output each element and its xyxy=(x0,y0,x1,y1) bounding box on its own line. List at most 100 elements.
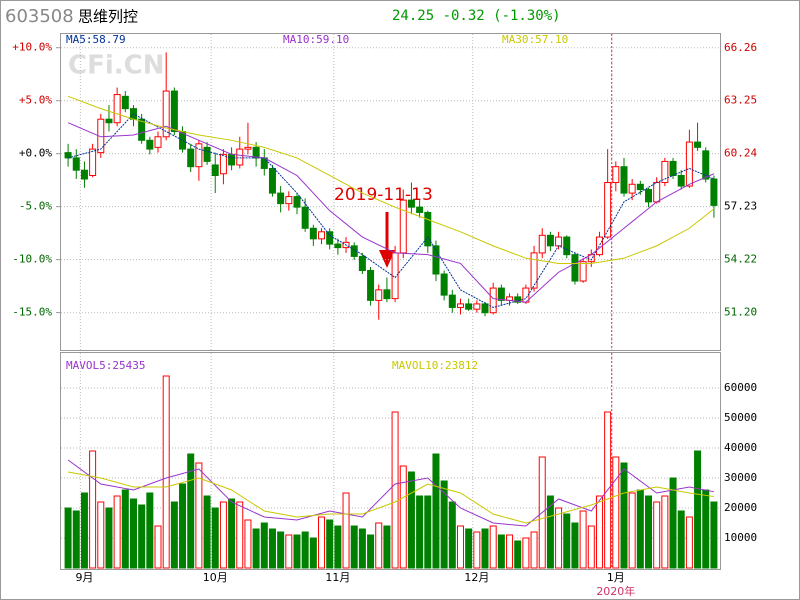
volume-bar xyxy=(268,528,276,569)
volume-bar xyxy=(170,501,178,569)
volume-bar xyxy=(162,375,170,569)
volume-bar xyxy=(358,528,366,569)
volume-bar xyxy=(702,489,710,569)
volume-bar xyxy=(612,456,620,569)
volume-bar xyxy=(473,531,481,569)
candle-body xyxy=(89,148,97,176)
x-tick-label: 9月 xyxy=(75,571,93,584)
candle-body xyxy=(334,243,342,249)
y-tick-label: 50000 xyxy=(724,411,757,424)
volume-bar xyxy=(620,462,628,569)
price-panel xyxy=(60,33,721,351)
y-tick-label: 51.20 xyxy=(724,306,757,319)
volume-panel xyxy=(60,352,721,570)
candle-body xyxy=(154,136,162,148)
volume-bar xyxy=(383,525,391,569)
volume-bar xyxy=(407,471,415,569)
volume-bar xyxy=(440,480,448,569)
candle-body xyxy=(579,261,587,282)
x-sublabel: 2020年 xyxy=(596,584,635,598)
candle-body xyxy=(64,152,72,159)
x-tick-label: 11月 xyxy=(325,571,350,584)
y-tick-label: 40000 xyxy=(724,441,757,454)
volume-bar xyxy=(587,525,595,569)
candle-body xyxy=(432,245,440,275)
volume-bar xyxy=(277,531,285,569)
candle-body xyxy=(318,231,326,240)
volume-bar xyxy=(211,507,219,569)
volume-bar xyxy=(121,489,129,569)
candle-body xyxy=(375,289,383,301)
candle-body xyxy=(80,169,88,180)
candle-body xyxy=(685,141,693,187)
y-tick-label: 30000 xyxy=(724,471,757,484)
candle-body xyxy=(203,146,211,162)
candle-body xyxy=(448,294,456,308)
candle-body xyxy=(530,252,538,289)
candle-body xyxy=(105,118,113,124)
candle-body xyxy=(195,143,203,168)
volume-bar xyxy=(105,507,113,569)
volume-bar xyxy=(219,501,227,569)
arrow-head xyxy=(379,250,395,268)
volume-bar xyxy=(530,531,538,569)
candle-body xyxy=(514,296,522,303)
volume-bar xyxy=(546,495,554,569)
quote: 24.25 -0.32 (-1.30%) xyxy=(392,8,561,24)
volume-bar xyxy=(595,495,603,569)
volume-bar xyxy=(710,501,718,569)
volume-bar xyxy=(179,483,187,569)
y2-tick-label: +0.0% xyxy=(19,147,52,160)
y-tick-label: 66.26 xyxy=(724,41,757,54)
candle-body xyxy=(456,303,464,308)
y-tick-label: 63.25 xyxy=(724,94,757,107)
volume-bar xyxy=(154,525,162,569)
candle-body xyxy=(416,206,424,213)
candle-body xyxy=(473,303,481,310)
watermark: CFi.CN xyxy=(68,51,164,81)
y2-tick-label: +5.0% xyxy=(19,94,52,107)
volume-bar xyxy=(497,534,505,569)
volume-bar xyxy=(301,531,309,569)
y-tick-label: 20000 xyxy=(724,501,757,514)
candle-body xyxy=(399,199,407,254)
candle-body xyxy=(138,118,146,141)
volume-bar xyxy=(677,510,685,569)
volume-bar xyxy=(653,501,661,569)
volume-bar xyxy=(456,525,464,569)
ma-line xyxy=(67,471,714,524)
stock-name: 思维列控 xyxy=(78,8,138,26)
volume-bar xyxy=(694,450,702,569)
candle-body xyxy=(424,211,432,247)
volume-bar xyxy=(97,501,105,569)
volume-bar xyxy=(571,522,579,569)
candle-body xyxy=(677,174,685,187)
y2-tick-label: -10.0% xyxy=(12,253,52,266)
y-tick-label: 54.22 xyxy=(724,253,757,266)
volume-bar xyxy=(195,462,203,569)
volume-bar xyxy=(424,495,432,569)
legend-entry: MA5:58.79 xyxy=(66,33,126,46)
y-tick-label: 57.23 xyxy=(724,200,757,213)
ma-line xyxy=(67,95,715,264)
volume-bar xyxy=(228,498,236,569)
volume-bar xyxy=(514,540,522,569)
candle-body xyxy=(293,196,301,208)
volume-bar xyxy=(579,510,587,569)
stock-code: 603508 xyxy=(5,6,74,27)
candle-body xyxy=(653,182,661,203)
candle-body xyxy=(228,153,236,166)
legend-entry: MA30:57.10 xyxy=(502,33,568,46)
candle-body xyxy=(170,90,178,133)
candle-body xyxy=(244,146,252,150)
candle-body xyxy=(268,167,276,194)
candle-body xyxy=(465,303,473,310)
x-tick-label: 12月 xyxy=(464,571,489,584)
volume-bar xyxy=(203,495,211,569)
volume-bar xyxy=(72,510,80,569)
candle-body xyxy=(710,178,718,206)
ma-line xyxy=(67,122,715,303)
volume-bar xyxy=(448,501,456,569)
volume-bar xyxy=(350,525,358,569)
